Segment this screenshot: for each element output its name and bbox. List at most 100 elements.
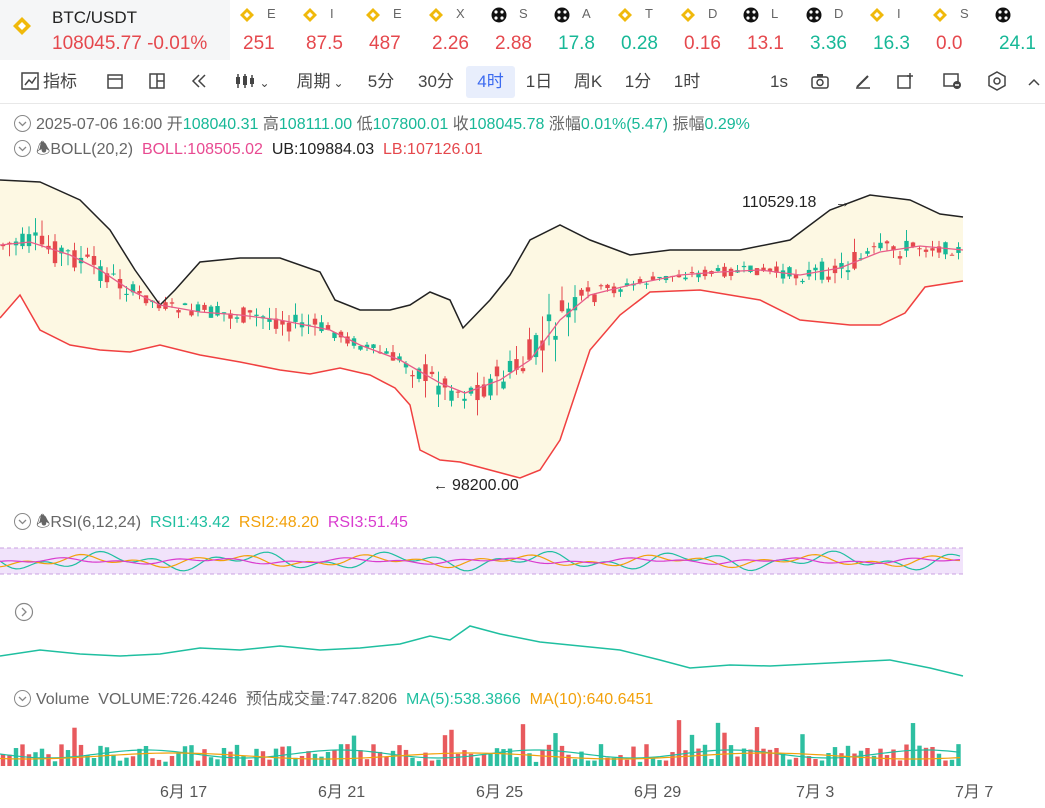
candle-body <box>923 249 929 252</box>
candle-body <box>111 273 116 275</box>
volume-bar <box>332 750 337 766</box>
calendar-icon[interactable] <box>103 66 127 98</box>
ticker-item[interactable]: L 13.1 <box>735 0 797 60</box>
volume-bar <box>228 751 233 766</box>
candle-body <box>897 256 903 259</box>
delete-drawing-icon[interactable] <box>940 66 964 98</box>
candle-body <box>273 318 279 329</box>
candle-body <box>774 266 779 273</box>
layout-icon[interactable] <box>145 66 169 98</box>
volume-bar <box>527 753 532 766</box>
candle-body <box>182 303 188 306</box>
interval-1h[interactable]: 1时 <box>673 72 701 91</box>
candle-body <box>195 304 201 312</box>
bell-icon[interactable]: 🕭 <box>36 514 51 531</box>
ticker-name: X <box>456 6 465 21</box>
pen-icon[interactable] <box>851 66 875 98</box>
volume-bar <box>429 760 435 766</box>
ticker-item[interactable]: A 17.8 <box>546 0 608 60</box>
ticker-name: T <box>645 6 653 21</box>
chart-type-dropdown[interactable]: ⌄ <box>229 66 275 98</box>
chain-icon <box>491 7 507 23</box>
volume-bar <box>143 745 149 766</box>
interval-30m[interactable]: 30分 <box>418 72 454 91</box>
ticker-name: S <box>960 6 969 21</box>
volume-bar <box>865 748 870 766</box>
interval-5m[interactable]: 5分 <box>367 72 395 91</box>
ticker-item[interactable]: D 0.16 <box>672 0 734 60</box>
candle-body <box>410 375 415 377</box>
volume-label[interactable]: Volume <box>36 691 90 708</box>
interval-1w[interactable]: 周K <box>573 72 603 91</box>
ub-value: UB:109884.03 <box>271 141 375 158</box>
interval-1s[interactable]: 1s <box>770 72 788 91</box>
ticker-item[interactable]: E 251 <box>231 0 293 60</box>
ticker-name: I <box>897 6 901 21</box>
high-price-annotation: 110529.18 <box>742 194 817 211</box>
interval-1min[interactable]: 1分 <box>624 72 652 91</box>
ticker-name: S <box>519 6 528 21</box>
ticker-main-btc[interactable]: BTC/USDT 108045.77 -0.01% <box>0 0 230 60</box>
ticker-item[interactable]: I 16.3 <box>861 0 923 60</box>
volume-bar <box>819 760 825 766</box>
candle-body <box>592 294 597 303</box>
ticker-item[interactable]: S 0.0 <box>924 0 986 60</box>
settings-icon[interactable] <box>985 66 1009 98</box>
candle-body <box>644 283 649 285</box>
rewind-icon[interactable] <box>187 66 211 98</box>
candle-body <box>462 398 467 401</box>
low-price-annotation: 98200.00 <box>452 477 519 494</box>
x-axis-label: 6月 29 <box>634 784 682 801</box>
period-dropdown[interactable]: 周期 ⌄ <box>296 72 344 91</box>
interval-4h[interactable]: 4时 <box>466 66 515 98</box>
ticker-item[interactable]: E 487 <box>357 0 419 60</box>
chevron-up-icon[interactable] <box>1026 66 1042 98</box>
candle-body <box>650 276 656 280</box>
ticker-item[interactable]: I 87.5 <box>294 0 356 60</box>
expand-icon[interactable] <box>14 602 34 627</box>
interval-1d[interactable]: 1日 <box>525 72 553 91</box>
candle-body <box>345 336 350 344</box>
volume-bar <box>182 746 188 766</box>
candle-body <box>754 268 760 276</box>
candle-body <box>228 313 233 319</box>
bell-icon[interactable]: 🕭 <box>36 141 51 158</box>
ticker-item[interactable]: S 2.88 <box>483 0 545 60</box>
boll-label[interactable]: BOLL(20,2) <box>50 141 134 158</box>
indicator-button[interactable]: 指标 <box>14 66 84 98</box>
camera-icon[interactable] <box>808 66 832 98</box>
volume-bar <box>878 748 883 766</box>
ticker-item[interactable]: D 3.36 <box>798 0 860 60</box>
ticker-item[interactable]: 24.1 <box>987 0 1045 60</box>
volume-bar <box>403 749 409 766</box>
collapse-icon[interactable] <box>14 140 31 157</box>
volume-bar <box>793 757 799 766</box>
ticker-value: 251 <box>243 33 275 54</box>
ticker-item[interactable]: X 2.26 <box>420 0 482 60</box>
volume-bar <box>748 749 753 766</box>
volume-bar <box>754 727 760 766</box>
volume-bar <box>345 744 350 766</box>
volume-bar <box>884 755 890 766</box>
candle-body <box>156 304 162 309</box>
candle-body <box>338 331 344 338</box>
volume-bar <box>117 760 123 766</box>
volume-bar <box>735 756 740 766</box>
volume-bar <box>566 754 571 766</box>
volume-bar <box>787 759 792 766</box>
ticker-item[interactable]: T 0.28 <box>609 0 671 60</box>
volume-bar <box>124 757 129 766</box>
collapse-icon[interactable] <box>14 690 31 707</box>
volume-bar <box>481 753 487 766</box>
candle-body <box>189 311 194 316</box>
add-window-icon[interactable] <box>893 66 917 98</box>
candle-body <box>611 286 617 294</box>
collapse-icon[interactable] <box>14 115 31 132</box>
candle-body <box>585 287 591 292</box>
collapse-icon[interactable] <box>14 513 31 530</box>
candle-date: 2025-07-06 16:00 <box>36 116 163 133</box>
rsi-label[interactable]: RSI(6,12,24) <box>50 514 142 531</box>
candle-body <box>793 274 799 279</box>
volume-bar <box>683 750 688 766</box>
